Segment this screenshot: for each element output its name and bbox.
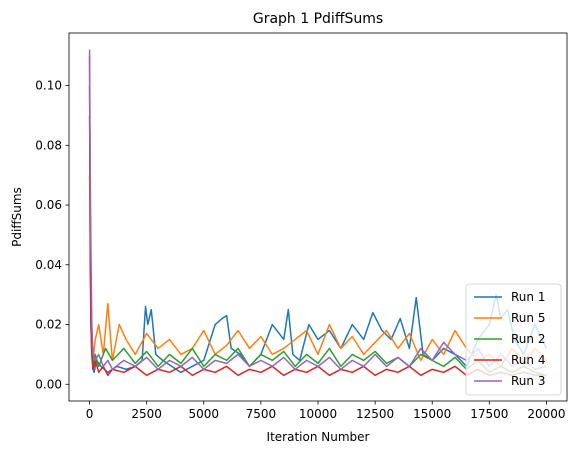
y-axis: 0.00 0.02 0.04 0.06 0.08 0.10 <box>35 79 69 391</box>
legend-label: Run 1 <box>511 290 545 304</box>
legend: Run 1 Run 5 Run 2 Run 4 Run 3 <box>465 283 562 396</box>
series-line-run-3 <box>88 49 547 371</box>
x-tick-label: 15000 <box>413 407 451 421</box>
series-line-run-4 <box>88 55 547 377</box>
series-layer <box>88 49 548 377</box>
y-tick-label: 0.10 <box>35 79 62 93</box>
x-tick-label: 7500 <box>246 407 277 421</box>
legend-box <box>465 283 562 396</box>
legend-label: Run 3 <box>511 374 545 388</box>
x-axis: 0 2500 5000 7500 10000 12500 15000 17500 20000 <box>86 401 566 421</box>
series-line-run-1 <box>88 115 548 374</box>
y-tick-label: 0.08 <box>35 138 62 152</box>
x-axis-label: Iteration Number <box>267 430 370 444</box>
x-tick-label: 5000 <box>189 407 220 421</box>
y-tick-label: 0.04 <box>35 258 62 272</box>
x-tick-label: 12500 <box>356 407 394 421</box>
legend-label: Run 4 <box>511 353 545 367</box>
x-tick-label: 17500 <box>470 407 508 421</box>
legend-label: Run 5 <box>511 311 545 325</box>
series-line-run-5 <box>88 175 547 368</box>
x-tick-label: 2500 <box>131 407 162 421</box>
legend-label: Run 2 <box>511 332 545 346</box>
y-tick-label: 0.06 <box>35 198 62 212</box>
y-tick-label: 0.02 <box>35 318 62 332</box>
x-tick-label: 20000 <box>527 407 565 421</box>
y-axis-label: PdiffSums <box>10 187 24 247</box>
series-line-run-2 <box>88 85 547 377</box>
chart-title: Graph 1 PdiffSums <box>253 11 383 27</box>
x-tick-label: 0 <box>86 407 94 421</box>
x-tick-label: 10000 <box>299 407 337 421</box>
y-tick-label: 0.00 <box>35 377 62 391</box>
